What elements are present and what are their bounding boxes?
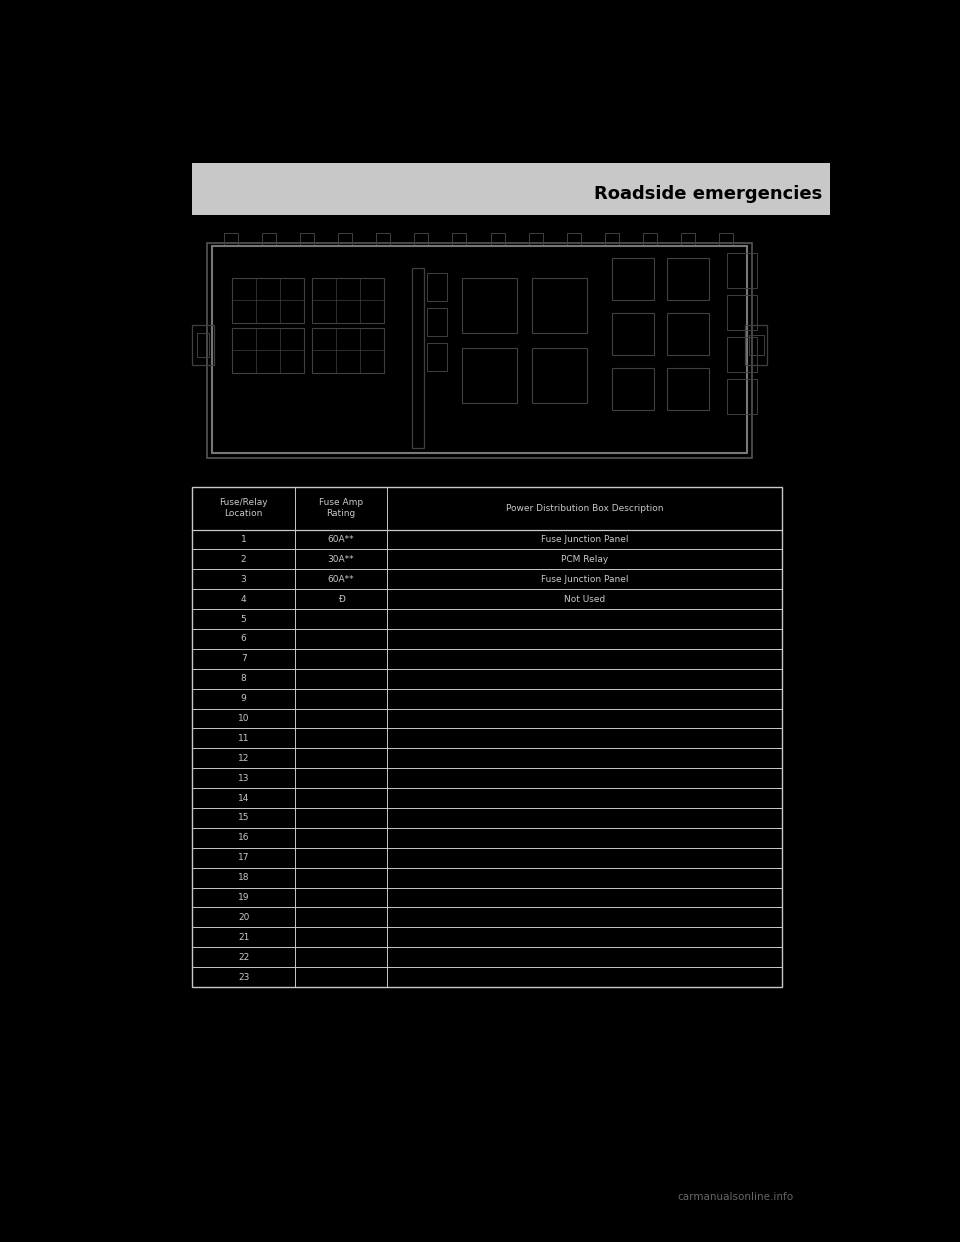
Text: Roadside emergencies: Roadside emergencies <box>593 185 822 204</box>
Bar <box>719 233 733 245</box>
Bar <box>376 233 391 245</box>
Bar <box>566 233 581 245</box>
Bar <box>312 328 384 373</box>
Text: 15: 15 <box>238 814 250 822</box>
Bar <box>232 278 304 323</box>
Bar <box>745 325 767 365</box>
Bar <box>681 233 695 245</box>
Text: 12: 12 <box>238 754 250 763</box>
Bar <box>643 233 657 245</box>
Bar <box>338 233 352 245</box>
Bar <box>612 368 654 410</box>
Text: 3: 3 <box>241 575 247 584</box>
Bar <box>427 273 447 301</box>
Text: Power Distribution Box Description: Power Distribution Box Description <box>506 504 663 513</box>
Text: Not Used: Not Used <box>564 595 605 604</box>
Bar <box>727 337 757 373</box>
Bar <box>224 233 238 245</box>
Bar <box>427 308 447 337</box>
Text: PCM Relay: PCM Relay <box>561 555 608 564</box>
Bar <box>727 296 757 330</box>
Bar <box>529 233 542 245</box>
Text: 60A**: 60A** <box>327 575 354 584</box>
Text: 18: 18 <box>238 873 250 882</box>
Text: 17: 17 <box>238 853 250 862</box>
Bar <box>412 268 424 448</box>
Text: 10: 10 <box>238 714 250 723</box>
Text: 6: 6 <box>241 635 247 643</box>
Text: Fuse Junction Panel: Fuse Junction Panel <box>540 535 628 544</box>
Bar <box>197 333 209 356</box>
Bar <box>462 348 517 402</box>
Text: Fuse/Relay
Location: Fuse/Relay Location <box>219 498 268 518</box>
Bar <box>727 379 757 414</box>
Bar <box>262 233 276 245</box>
Text: 13: 13 <box>238 774 250 782</box>
Text: 60A**: 60A** <box>327 535 354 544</box>
Bar <box>462 278 517 333</box>
Text: 14: 14 <box>238 794 250 802</box>
Bar <box>491 233 505 245</box>
Text: 11: 11 <box>238 734 250 743</box>
Text: 16: 16 <box>238 833 250 842</box>
Text: 19: 19 <box>238 893 250 902</box>
Bar <box>612 258 654 301</box>
Bar <box>667 368 709 410</box>
Text: 20: 20 <box>238 913 250 922</box>
Bar <box>415 233 428 245</box>
Text: 4: 4 <box>241 595 247 604</box>
Text: Ð: Ð <box>338 595 345 604</box>
Bar <box>532 348 587 402</box>
Text: 9: 9 <box>241 694 247 703</box>
Bar <box>532 278 587 333</box>
Bar <box>192 163 830 215</box>
Bar <box>667 258 709 301</box>
Bar <box>605 233 619 245</box>
Bar <box>727 253 757 288</box>
Bar <box>192 325 214 365</box>
Text: Fuse Amp
Rating: Fuse Amp Rating <box>319 498 363 518</box>
Text: 21: 21 <box>238 933 250 941</box>
Text: 1: 1 <box>241 535 247 544</box>
Bar <box>212 246 747 453</box>
Bar <box>192 487 782 987</box>
Bar <box>427 343 447 371</box>
Bar <box>312 278 384 323</box>
Text: 2: 2 <box>241 555 247 564</box>
Text: 22: 22 <box>238 953 250 961</box>
Text: 8: 8 <box>241 674 247 683</box>
Text: 7: 7 <box>241 655 247 663</box>
Bar <box>749 335 764 355</box>
Bar <box>232 328 304 373</box>
Bar <box>207 243 752 458</box>
Text: 30A**: 30A** <box>327 555 354 564</box>
Bar <box>300 233 314 245</box>
Bar <box>667 313 709 355</box>
Text: 5: 5 <box>241 615 247 623</box>
Bar <box>452 233 467 245</box>
Bar <box>612 313 654 355</box>
Text: carmanualsonline.info: carmanualsonline.info <box>677 1192 793 1202</box>
Text: 23: 23 <box>238 972 250 981</box>
Text: Fuse Junction Panel: Fuse Junction Panel <box>540 575 628 584</box>
